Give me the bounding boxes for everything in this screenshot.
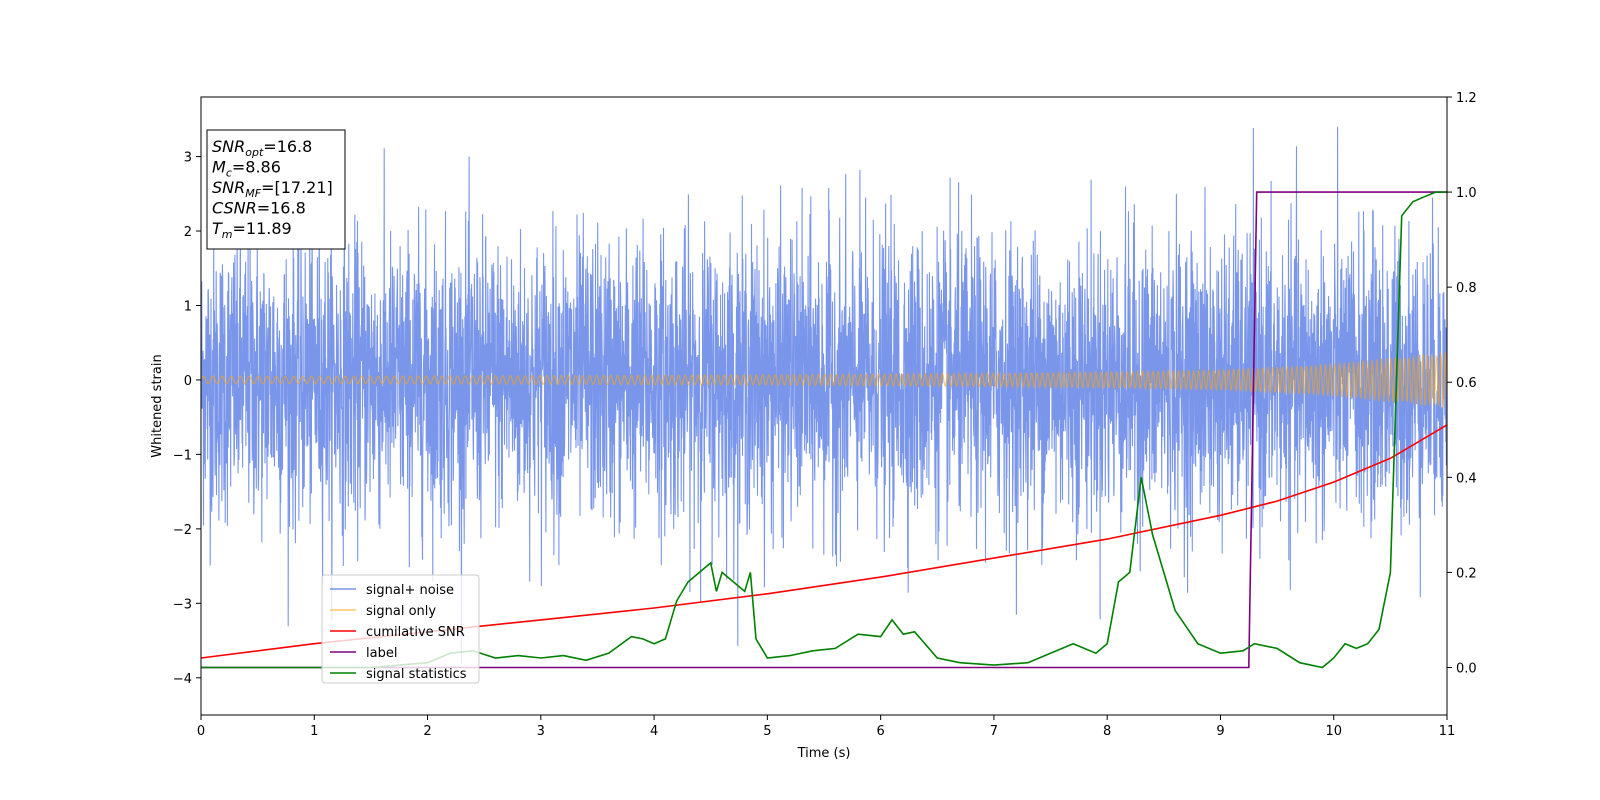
y2-tick-label: 1.0	[1456, 186, 1477, 201]
x-tick-label: 3	[537, 724, 545, 739]
series-signal-only	[201, 351, 1447, 408]
info-line: Mc=8.86	[212, 158, 281, 180]
info-line: SNRMF=[17.21]	[212, 178, 333, 200]
y2-tick-label: 0.4	[1456, 471, 1477, 486]
legend-label: signal statistics	[366, 667, 467, 682]
x-tick-label: 11	[1439, 724, 1456, 739]
y-tick-label: 3	[184, 151, 192, 166]
y-tick-label: −1	[173, 448, 192, 463]
y2-tick-label: 1.2	[1456, 91, 1477, 106]
legend-frame	[321, 574, 480, 684]
x-tick-label: 8	[1103, 724, 1111, 739]
legend-label: signal only	[366, 604, 436, 619]
ticks-layer: 0 1 2 3 4 5 6 7 8 9 10 11 −4 −3 −2 −1 0 1 2 3 0.0 0.2 0.4 0.6 0.…	[173, 91, 1477, 739]
x-tick-label: 5	[763, 724, 771, 739]
x-tick-label: 2	[423, 724, 431, 739]
x-tick-label: 7	[990, 724, 998, 739]
y-tick-label: −4	[173, 672, 192, 687]
legend-label: cumilative SNR	[366, 625, 465, 640]
legend: signal+ noise signal only cumilative SNR la…	[321, 574, 480, 684]
y-tick-label: −3	[173, 597, 192, 612]
y2-tick-label: 0.2	[1456, 566, 1477, 581]
x-tick-label: 0	[197, 724, 205, 739]
y2-tick-label: 0.6	[1456, 376, 1477, 391]
y2-tick-label: 0.8	[1456, 281, 1477, 296]
x-tick-label: 4	[650, 724, 658, 739]
legend-items: signal+ noise signal only cumilative SNR la…	[330, 583, 467, 682]
info-line: Tm=11.89	[212, 219, 292, 241]
x-tick-label: 6	[876, 724, 884, 739]
x-tick-label: 1	[310, 724, 318, 739]
series-label	[201, 191, 1447, 669]
y-axis-label: Whitened strain	[150, 354, 165, 457]
y-tick-label: −2	[173, 523, 192, 538]
y2-tick-label: 0.0	[1456, 661, 1477, 676]
y-tick-label: 2	[184, 225, 192, 240]
y-tick-label: 0	[184, 374, 192, 389]
info-box: SNRopt=16.8Mc=8.86SNRMF=[17.21]CSNR=16.8…	[206, 129, 346, 250]
info-line: SNRopt=16.8	[212, 137, 312, 159]
y-tick-label: 1	[184, 299, 192, 314]
info-line: CSNR=16.8	[212, 199, 306, 218]
legend-label: label	[366, 646, 397, 661]
plot-frame	[200, 96, 1448, 716]
legend-label: signal+ noise	[366, 583, 454, 598]
series-signal-statistics	[201, 191, 1447, 669]
info-box-frame	[206, 129, 346, 250]
info-lines: SNRopt=16.8Mc=8.86SNRMF=[17.21]CSNR=16.8…	[212, 137, 333, 241]
x-tick-label: 10	[1325, 724, 1342, 739]
x-axis-label: Time (s)	[797, 746, 851, 761]
x-tick-label: 9	[1216, 724, 1224, 739]
